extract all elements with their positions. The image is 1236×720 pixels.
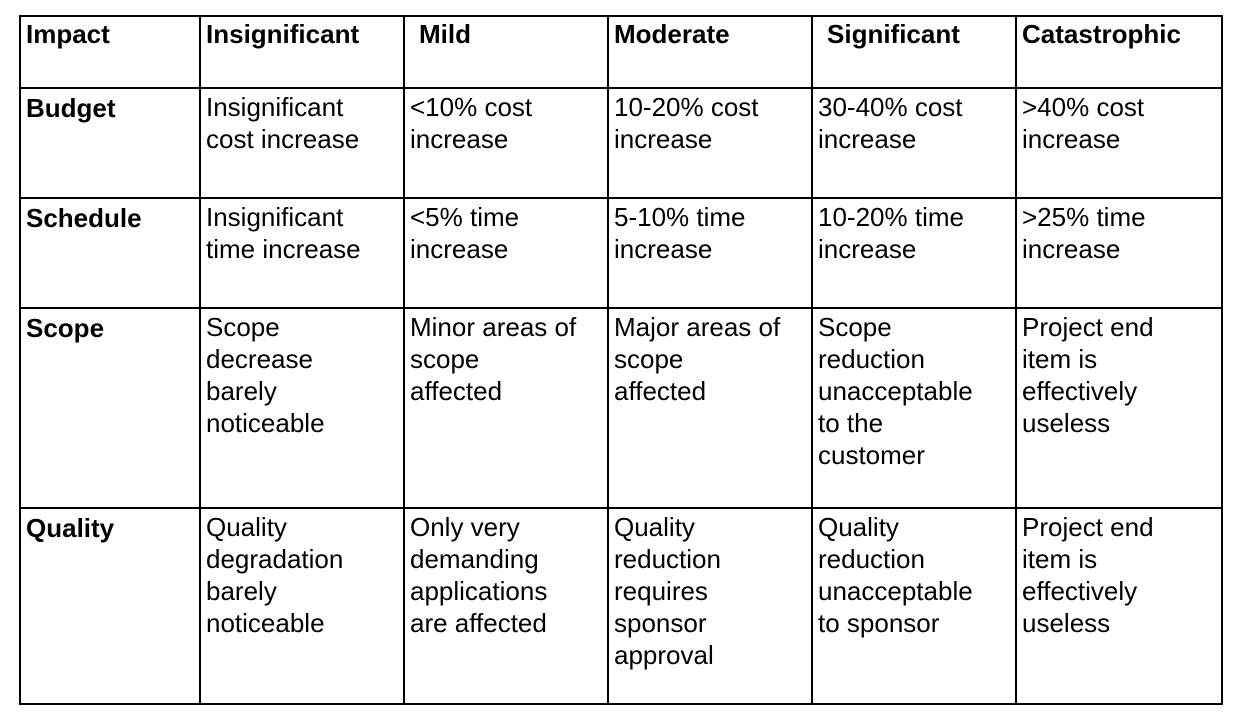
table-cell: >40% cost increase — [1015, 87, 1223, 199]
row-label-budget: Budget — [19, 87, 201, 199]
table-cell: Quality reduction requires sponsor appro… — [607, 507, 813, 705]
table-cell: Insignificant cost increase — [199, 87, 405, 199]
header-mild: Mild — [403, 15, 609, 89]
table-cell: <10% cost increase — [403, 87, 609, 199]
table-cell: Project end item is effectively useless — [1015, 507, 1223, 705]
table-row-budget: Budget Insignificant cost increase <10% … — [19, 87, 1223, 199]
table-cell: Only very demanding applications are aff… — [403, 507, 609, 705]
row-label-schedule: Schedule — [19, 197, 201, 309]
header-row: Impact Insignificant Mild Moderate Signi… — [19, 15, 1223, 89]
row-label-scope: Scope — [19, 307, 201, 509]
table-cell: Minor areas of scope affected — [403, 307, 609, 509]
header-moderate: Moderate — [607, 15, 813, 89]
table-row-quality: Quality Quality degradation barely notic… — [19, 507, 1223, 705]
table-cell: Quality reduction unacceptable to sponso… — [811, 507, 1017, 705]
table-cell: <5% time increase — [403, 197, 609, 309]
table-cell: Insignificant time increase — [199, 197, 405, 309]
header-catastrophic: Catastrophic — [1015, 15, 1223, 89]
table-cell: Major areas of scope affected — [607, 307, 813, 509]
table-cell: Project end item is effectively useless — [1015, 307, 1223, 509]
table-cell: 10-20% cost increase — [607, 87, 813, 199]
table-cell: Scope reduction unacceptable to the cust… — [811, 307, 1017, 509]
table-row-schedule: Schedule Insignificant time increase <5%… — [19, 197, 1223, 309]
table-cell: 30-40% cost increase — [811, 87, 1017, 199]
table-row-scope: Scope Scope decrease barely noticeable M… — [19, 307, 1223, 509]
table-cell: 5-10% time increase — [607, 197, 813, 309]
header-insignificant: Insignificant — [199, 15, 405, 89]
table-cell: 10-20% time increase — [811, 197, 1017, 309]
row-label-quality: Quality — [19, 507, 201, 705]
header-significant: Significant — [811, 15, 1017, 89]
table-cell: Scope decrease barely noticeable — [199, 307, 405, 509]
header-impact: Impact — [19, 15, 201, 89]
table-cell: Quality degradation barely noticeable — [199, 507, 405, 705]
table-cell: >25% time increase — [1015, 197, 1223, 309]
impact-matrix-table: Impact Insignificant Mild Moderate Signi… — [19, 15, 1223, 705]
